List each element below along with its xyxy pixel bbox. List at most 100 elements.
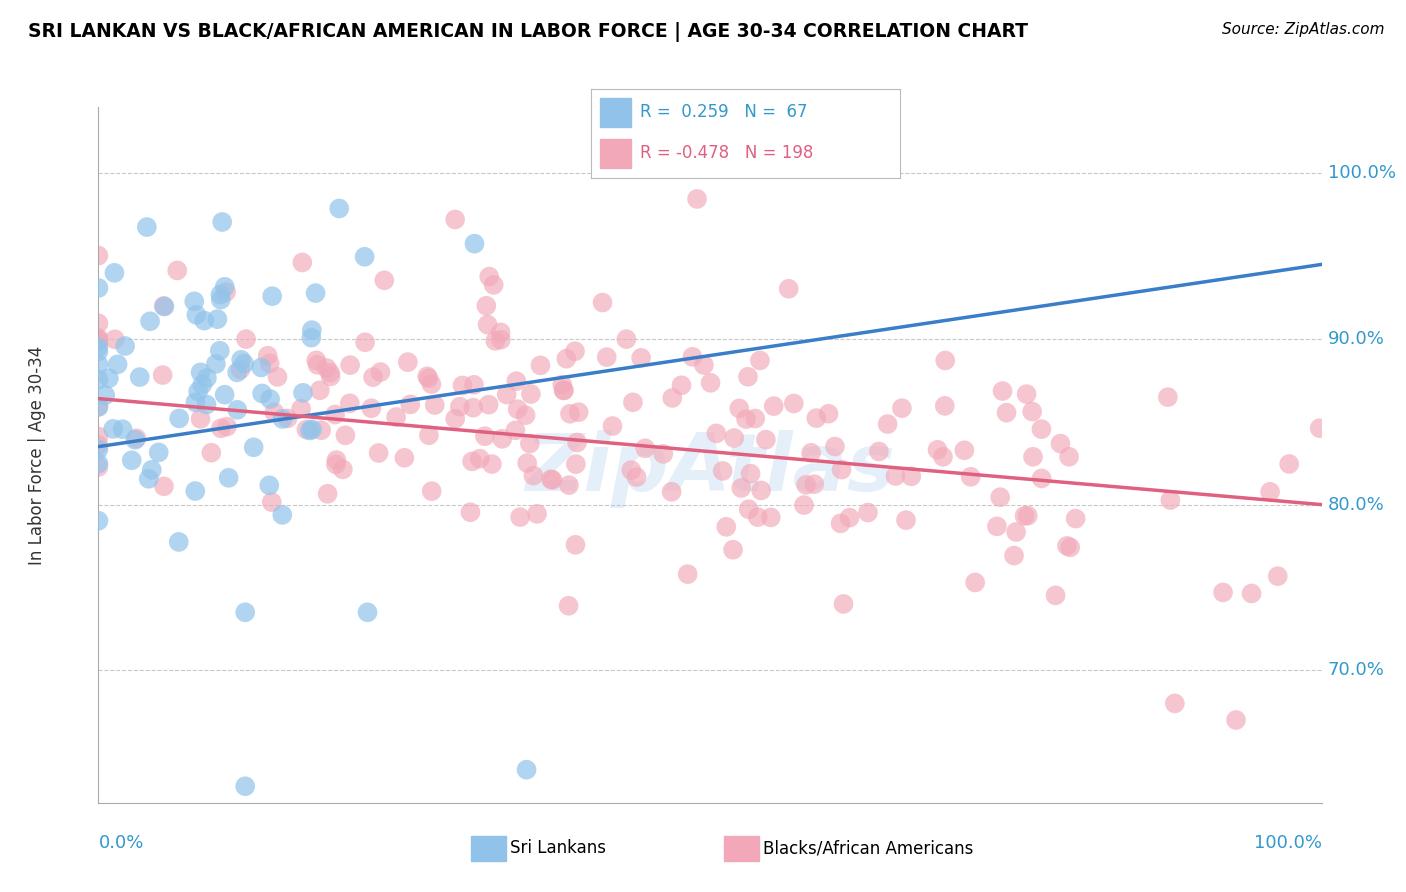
Blacks/African Americans: [986, 519, 1008, 533]
Sri Lankans: [301, 323, 323, 337]
Blacks/African Americans: [953, 443, 976, 458]
Blacks/African Americans: [832, 597, 855, 611]
Blacks/African Americans: [723, 431, 745, 445]
Sri Lankans: [111, 422, 134, 436]
Sri Lankans: [259, 478, 281, 492]
Sri Lankans: [233, 357, 256, 371]
Sri Lankans: [167, 535, 190, 549]
Blacks/African Americans: [478, 398, 501, 412]
Blacks/African Americans: [475, 299, 498, 313]
Blacks/African Americans: [558, 407, 581, 421]
Blacks/African Americans: [489, 326, 512, 340]
Blacks/African Americans: [1045, 588, 1067, 602]
Blacks/African Americans: [1240, 586, 1263, 600]
Blacks/African Americans: [800, 446, 823, 460]
Sri Lankans: [167, 411, 190, 425]
Blacks/African Americans: [418, 371, 440, 385]
Blacks/African Americans: [671, 378, 693, 392]
Blacks/African Americans: [516, 456, 538, 470]
Bar: [600, 98, 631, 127]
Sri Lankans: [353, 250, 375, 264]
Blacks/African Americans: [1212, 585, 1234, 599]
Blacks/African Americans: [755, 433, 778, 447]
Sri Lankans: [184, 395, 207, 409]
Blacks/African Americans: [699, 376, 721, 390]
Blacks/African Americans: [259, 356, 281, 370]
Blacks/African Americans: [1159, 493, 1181, 508]
Sri Lankans: [328, 202, 350, 216]
Blacks/African Americans: [553, 384, 575, 398]
Blacks/African Americans: [693, 358, 716, 372]
Sri Lankans: [87, 400, 110, 414]
Blacks/African Americans: [474, 429, 496, 443]
Blacks/African Americans: [868, 444, 890, 458]
Blacks/African Americans: [423, 398, 446, 412]
Sri Lankans: [233, 779, 256, 793]
Blacks/African Americans: [152, 299, 174, 313]
Blacks/African Americans: [319, 366, 342, 380]
Sri Lankans: [153, 300, 176, 314]
Blacks/African Americans: [626, 470, 648, 484]
Sri Lankans: [138, 472, 160, 486]
Blacks/African Americans: [263, 405, 285, 419]
Sri Lankans: [356, 605, 378, 619]
Blacks/African Americans: [934, 399, 956, 413]
Blacks/African Americans: [652, 447, 675, 461]
Blacks/African Americans: [959, 470, 981, 484]
Blacks/African Americans: [522, 468, 544, 483]
Blacks/African Americans: [444, 411, 467, 425]
Text: ZipAtlas: ZipAtlas: [524, 430, 896, 508]
Blacks/African Americans: [661, 391, 683, 405]
Text: 70.0%: 70.0%: [1327, 661, 1385, 680]
Blacks/African Americans: [730, 481, 752, 495]
Blacks/African Americans: [495, 387, 517, 401]
Sri Lankans: [242, 440, 264, 454]
Blacks/African Americans: [803, 477, 825, 491]
Sri Lankans: [87, 514, 110, 528]
Sri Lankans: [250, 360, 273, 375]
Blacks/African Americans: [900, 469, 922, 483]
Sri Lankans: [207, 312, 229, 326]
Blacks/African Americans: [290, 401, 312, 416]
Blacks/African Americans: [711, 464, 734, 478]
Blacks/African Americans: [315, 361, 337, 376]
Sri Lankans: [107, 357, 129, 371]
Blacks/African Americans: [505, 374, 527, 388]
Sri Lankans: [124, 433, 146, 447]
Sri Lankans: [262, 289, 284, 303]
Sri Lankans: [195, 398, 218, 412]
Sri Lankans: [97, 371, 120, 385]
Sri Lankans: [87, 358, 110, 372]
Blacks/African Americans: [602, 419, 624, 434]
Blacks/African Americans: [215, 285, 238, 299]
Blacks/African Americans: [468, 451, 491, 466]
Blacks/African Americans: [838, 510, 860, 524]
Blacks/African Americans: [200, 446, 222, 460]
Blacks/African Americans: [87, 429, 110, 443]
Sri Lankans: [209, 293, 232, 307]
Blacks/African Americans: [592, 295, 614, 310]
Sri Lankans: [214, 387, 236, 401]
Blacks/African Americans: [87, 438, 110, 452]
Blacks/African Americans: [354, 335, 377, 350]
Blacks/African Americans: [1225, 713, 1247, 727]
Sri Lankans: [208, 343, 231, 358]
Sri Lankans: [183, 294, 205, 309]
Sri Lankans: [463, 236, 485, 251]
Blacks/African Americans: [87, 333, 110, 347]
Blacks/African Americans: [87, 249, 110, 263]
Blacks/African Americans: [747, 510, 769, 524]
Text: R = -0.478   N = 198: R = -0.478 N = 198: [640, 145, 814, 162]
Blacks/African Americans: [515, 408, 537, 422]
Blacks/African Americans: [529, 359, 551, 373]
Blacks/African Americans: [209, 421, 232, 435]
Blacks/African Americans: [519, 436, 541, 450]
Sri Lankans: [205, 357, 228, 371]
Blacks/African Americans: [991, 384, 1014, 398]
Text: 90.0%: 90.0%: [1327, 330, 1385, 348]
Sri Lankans: [191, 377, 214, 392]
Blacks/African Americans: [87, 460, 110, 475]
Blacks/African Americans: [332, 462, 354, 476]
Blacks/African Americans: [1056, 539, 1078, 553]
Sri Lankans: [135, 220, 157, 235]
